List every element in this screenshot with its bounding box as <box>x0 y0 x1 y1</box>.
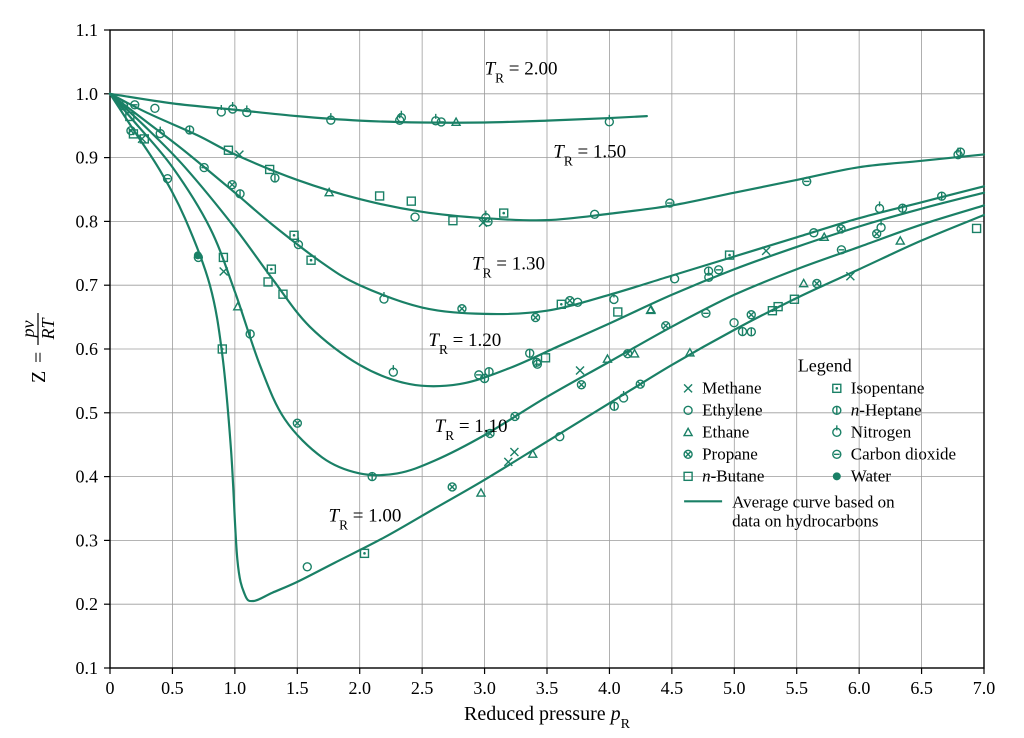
legend-item-label: Ethane <box>702 422 749 441</box>
legend-item-label: Nitrogen <box>851 422 912 441</box>
xtick-label: 2.0 <box>348 678 371 698</box>
xtick-label: 7.0 <box>973 678 996 698</box>
legend-item-label: Methane <box>702 378 761 397</box>
xtick-label: 3.5 <box>536 678 559 698</box>
xtick-label: 0 <box>106 678 115 698</box>
xtick-label: 5.0 <box>723 678 746 698</box>
ytick-label: 1.1 <box>76 20 99 40</box>
ytick-label: 0.3 <box>76 530 99 550</box>
ytick-label: 0.9 <box>76 148 99 168</box>
ytick-label: 1.0 <box>76 84 99 104</box>
ytick-label: 0.2 <box>76 594 99 614</box>
compressibility-chart: 0 0.5 1.0 1.5 2.0 2.5 3.0 3.5 4.0 4.5 5.0 5.5 6.0 6.5… <box>0 0 1024 738</box>
xtick-label: 6.0 <box>848 678 871 698</box>
xtick-label: 6.5 <box>910 678 933 698</box>
ytick-label: 0.5 <box>76 403 99 423</box>
legend-item-label: Carbon dioxide <box>851 444 956 463</box>
ytick-label: 0.6 <box>76 339 99 359</box>
xtick-label: 5.5 <box>785 678 808 698</box>
xtick-label: 1.0 <box>224 678 247 698</box>
legend-item-label: Isopentane <box>851 378 925 397</box>
chart-svg: 0 0.5 1.0 1.5 2.0 2.5 3.0 3.5 4.0 4.5 5.0 5.5 6.0 6.5… <box>0 0 1024 738</box>
xtick-label: 4.0 <box>598 678 621 698</box>
xtick-label: 4.5 <box>661 678 684 698</box>
xtick-label: 2.5 <box>411 678 434 698</box>
legend-item-label: n-Heptane <box>851 400 922 419</box>
ytick-label: 0.1 <box>76 658 99 678</box>
legend-line-label: Average curve based on <box>732 492 895 511</box>
ytick-label: 0.4 <box>76 467 99 487</box>
svg-text:pv: pv <box>18 321 38 340</box>
legend-item-label: n-Butane <box>702 466 764 485</box>
ytick-label: 0.8 <box>76 211 99 231</box>
svg-text:=: = <box>28 352 50 363</box>
legend-line-label: data on hydrocarbons <box>732 511 878 530</box>
xtick-label: 0.5 <box>161 678 184 698</box>
legend-title: Legend <box>798 355 852 375</box>
legend-item-label: Ethylene <box>702 400 762 419</box>
legend-item-label: Water <box>851 466 891 485</box>
svg-text:RT: RT <box>38 317 58 341</box>
xtick-label: 3.0 <box>473 678 496 698</box>
ytick-label: 0.7 <box>76 275 99 295</box>
svg-text:Z: Z <box>28 371 50 383</box>
xtick-label: 1.5 <box>286 678 309 698</box>
legend-item-label: Propane <box>702 444 758 463</box>
